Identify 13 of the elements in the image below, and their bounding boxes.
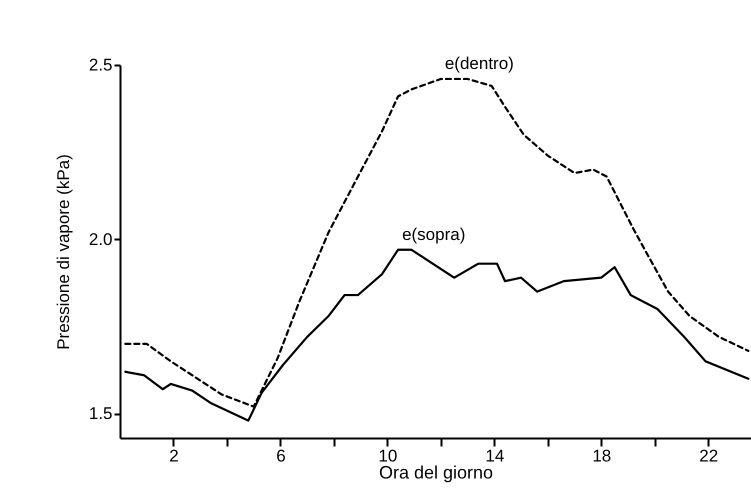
x-tick-label: 10 (378, 446, 398, 466)
y-tick-label: 2.5 (88, 56, 112, 74)
y-axis-title: Pressione di vapore (kPa) (54, 154, 73, 350)
y-tick-label: 1.5 (88, 404, 112, 424)
x-axis-title: Ora del giorno (378, 462, 494, 482)
y-tick-label: 2.0 (88, 230, 112, 249)
x-tick-label: 18 (592, 446, 612, 466)
series-label: e(dentro) (444, 54, 514, 73)
x-tick-label: 6 (276, 446, 286, 466)
x-tick-label: 22 (699, 446, 718, 466)
series-label: e(sopra) (402, 224, 466, 244)
x-tick-label: 14 (485, 446, 504, 466)
x-tick-label: 2 (169, 446, 179, 466)
